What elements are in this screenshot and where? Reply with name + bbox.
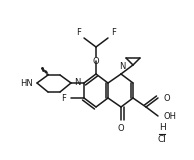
Text: H: H bbox=[159, 124, 165, 132]
Text: O: O bbox=[93, 56, 99, 65]
Text: O: O bbox=[118, 124, 124, 133]
Text: N: N bbox=[74, 77, 80, 87]
Text: F: F bbox=[76, 28, 81, 37]
Text: O: O bbox=[163, 93, 170, 103]
Text: F: F bbox=[111, 28, 116, 37]
Text: F: F bbox=[61, 93, 66, 103]
Text: OH: OH bbox=[163, 112, 176, 120]
Text: HN: HN bbox=[20, 79, 33, 88]
Text: N: N bbox=[119, 62, 125, 71]
Text: Cl: Cl bbox=[158, 136, 166, 144]
